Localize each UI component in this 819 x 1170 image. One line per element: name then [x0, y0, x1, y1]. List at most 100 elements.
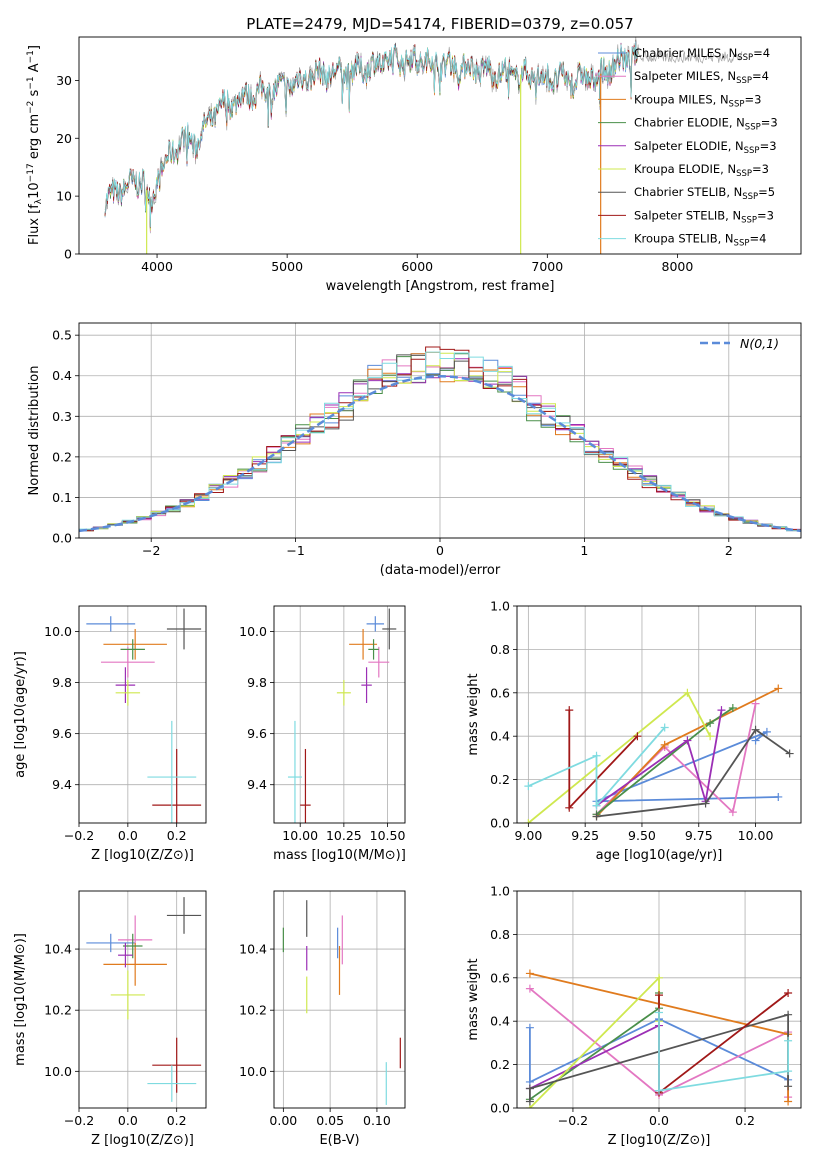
y-tick-label: 0.1	[52, 490, 72, 505]
y-tick-label: 0.0	[490, 816, 510, 831]
y-tick-label: 10.0	[44, 1064, 72, 1079]
weight-marker	[784, 1036, 793, 1045]
weight-marker	[762, 727, 771, 736]
x-tick-label: 4000	[141, 259, 173, 274]
y-axis-label: Flux [fλ10−17 erg cm−2 s−1 A−1]	[26, 45, 44, 245]
legend-label: Kroupa MILES, NSSP=3	[634, 92, 761, 109]
grid	[274, 891, 405, 1108]
y-tick-label: 10	[56, 189, 72, 204]
axes-frame	[273, 890, 406, 1109]
panel-weight-vs-age: 9.00 9.25 9.50 9.75 10.00 0.0 0.2 0.4 0.6 0.8 1.0 a…	[466, 599, 802, 863]
x-tick-label: 0.2	[167, 828, 187, 843]
weight-marker	[728, 808, 737, 817]
panel-weight-vs-z: −0.2 0.0 0.2 0.0 0.2 0.4 0.6 0.8 1.0 Z [log10(Z/Z…	[466, 884, 802, 1148]
y-tick-label: 10.0	[239, 1064, 267, 1079]
panel-residuals: −2 −1 0 1 2 0.0 0.1 0.2 0.3 0.4 0.5 (data-model)/er…	[27, 322, 802, 578]
y-tick-label: 10.0	[239, 624, 267, 639]
weight-marker	[706, 719, 715, 728]
y-tick-label: 9.4	[247, 777, 267, 792]
y-tick-label: 10.4	[239, 942, 267, 957]
legend-label: Kroupa STELIB, NSSP=4	[634, 232, 766, 249]
y-tick-label: 0.4	[490, 729, 510, 744]
spectrum-model-line	[104, 41, 639, 229]
weight-marker	[751, 699, 760, 708]
weight-marker	[660, 740, 669, 749]
x-tick-label: 9.75	[685, 828, 713, 843]
legend-label: Salpeter STELIB, NSSP=3	[634, 208, 774, 225]
weight-marker	[751, 725, 760, 734]
plot-area	[282, 900, 401, 1105]
panel-age-vs-mass: 10.00 10.25 10.50 9.4 9.6 9.8 10.0 mass [log10(…	[239, 605, 406, 863]
x-axis-label: age [log10(age/yr)]	[596, 848, 723, 863]
x-tick-label: 0.05	[316, 1113, 344, 1128]
y-tick-label: 0.2	[52, 449, 72, 464]
x-axis-label: wavelength [Angstrom, rest frame]	[326, 279, 555, 294]
y-tick-label: 0.4	[52, 368, 72, 383]
y-tick-label: 0.0	[490, 1101, 510, 1116]
grid	[517, 605, 801, 824]
histogram-step	[79, 346, 801, 532]
plot-area	[287, 608, 397, 823]
spectrum-legend: Chabrier MILES, NSSP=4 Salpeter MILES, NS…	[598, 46, 778, 249]
x-tick-label: −0.2	[64, 828, 94, 843]
weight-marker	[655, 1086, 663, 1095]
x-tick-label: −2	[142, 543, 160, 558]
y-axis-label: mass weight	[466, 673, 481, 755]
weight-marker	[525, 1023, 534, 1032]
x-axis-label: Z [log10(Z/Z⊙)]	[91, 848, 194, 863]
x-tick-label: 0.0	[118, 828, 138, 843]
weight-line	[658, 1012, 789, 1092]
x-axis-label: (data-model)/error	[380, 563, 501, 578]
weight-line	[596, 728, 791, 818]
x-axis-label: Z [log10(Z/Z⊙)]	[91, 1133, 194, 1148]
x-tick-label: −1	[286, 543, 304, 558]
y-axis-label: mass [log10(M/M⊙)]	[13, 933, 28, 1066]
grid	[78, 891, 206, 1108]
weight-marker	[565, 706, 574, 715]
x-tick-label: 0.10	[363, 1113, 391, 1128]
x-tick-label: 7000	[531, 259, 563, 274]
panel-spectrum: 4000 5000 6000 7000 8000 0 10 20 30 wavelength [A…	[26, 36, 802, 294]
weight-marker	[784, 1097, 793, 1106]
weight-marker	[785, 749, 794, 758]
plot-area	[525, 969, 793, 1108]
x-tick-label: 5000	[271, 259, 303, 274]
grid	[274, 606, 405, 823]
x-tick-label: 6000	[401, 259, 433, 274]
weight-marker	[784, 1067, 793, 1076]
weight-marker	[683, 688, 692, 697]
x-tick-label: 9.00	[514, 828, 542, 843]
spectrum-model-line	[104, 41, 639, 229]
weight-marker	[592, 751, 601, 760]
x-tick-label: 1	[580, 543, 588, 558]
panel-mass-vs-ebv: 0.00 0.05 0.10 10.0 10.2 10.4 E(B-V)	[239, 890, 406, 1148]
x-tick-label: 0.0	[649, 1113, 669, 1128]
weight-marker	[524, 819, 533, 823]
weight-marker	[683, 736, 692, 745]
x-tick-label: 0.00	[269, 1113, 297, 1128]
axes-frame	[78, 36, 802, 255]
y-tick-label: 30	[56, 73, 72, 88]
panel-mass-vs-z: −0.2 0.0 0.2 10.0 10.2 10.4 Z [log10(Z/Z⊙)] mas…	[13, 890, 207, 1148]
y-tick-label: 9.8	[52, 675, 72, 690]
x-tick-label: 10.25	[326, 828, 362, 843]
weight-line	[529, 975, 660, 1108]
x-tick-label: 10.00	[738, 828, 774, 843]
x-tick-label: 0.2	[735, 1113, 755, 1128]
weight-marker	[565, 803, 574, 812]
weight-marker	[660, 723, 669, 732]
weight-marker	[774, 684, 783, 693]
y-tick-label: 9.6	[52, 726, 72, 741]
y-tick-label: 9.6	[247, 726, 267, 741]
y-tick-label: 0.2	[490, 772, 510, 787]
weight-marker	[592, 801, 601, 810]
y-tick-label: 1.0	[490, 884, 510, 899]
plot-area	[104, 37, 743, 254]
plot-area	[86, 897, 202, 1102]
y-tick-label: 0.0	[52, 531, 72, 546]
x-tick-label: 9.50	[628, 828, 656, 843]
weight-line	[568, 710, 639, 811]
x-tick-label: −0.2	[558, 1113, 588, 1128]
x-axis-label: E(B-V)	[319, 1133, 359, 1148]
